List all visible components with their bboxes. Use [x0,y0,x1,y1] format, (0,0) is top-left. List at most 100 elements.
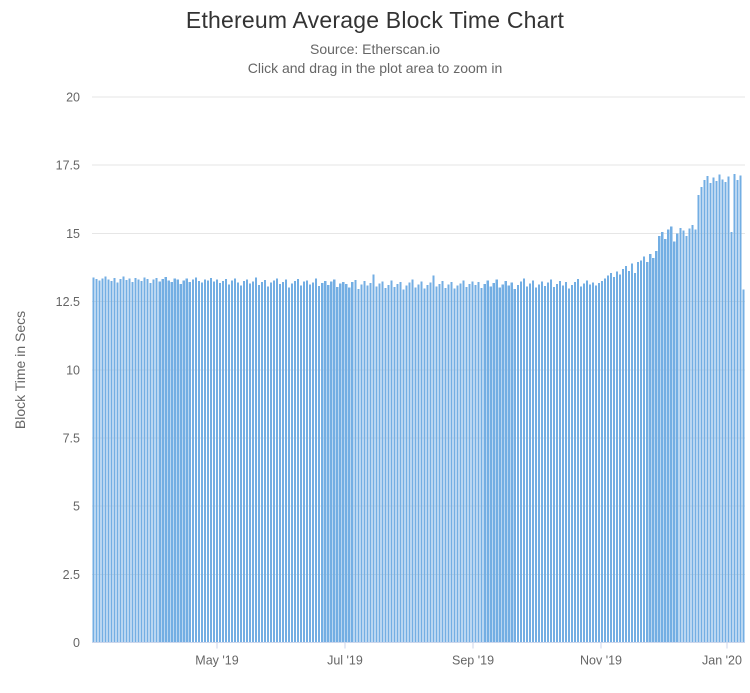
bar [330,281,333,643]
bar [321,283,324,643]
bar [263,280,267,643]
bar [582,283,586,643]
bar [146,278,149,643]
bar [239,285,242,643]
bar [227,284,230,643]
x-tick-label: Jul '19 [327,654,363,668]
bar [576,278,580,643]
bar [588,284,592,643]
bar [456,285,459,643]
bar [613,277,616,643]
bar [176,279,179,643]
bar [206,280,209,643]
bar [158,281,161,643]
bar [345,283,348,643]
bar [182,280,185,643]
bar [113,278,116,643]
bar [92,277,95,643]
y-tick-label: 17.5 [56,159,80,173]
bar [399,281,402,643]
bar [300,285,303,643]
bar [203,279,206,643]
bar [288,287,291,643]
bar [640,260,643,643]
bar [712,177,715,643]
y-tick-label: 0 [73,636,80,650]
bar [607,275,610,643]
bar [655,251,658,643]
bar [688,228,691,643]
bar [447,284,450,643]
bar [567,288,571,643]
bar [405,285,408,643]
bar [664,238,667,643]
bar [336,286,339,643]
bar [637,262,640,643]
bar [522,278,525,643]
y-tick-label: 7.5 [63,431,80,445]
bar [378,283,381,643]
bar [525,286,528,643]
bar [604,278,607,643]
x-tick-label: May '19 [195,654,238,668]
bar [706,176,709,643]
bar [519,281,522,643]
bar [324,280,327,643]
bar [507,285,510,643]
bar [297,279,300,643]
y-tick-label: 10 [66,363,80,377]
bar [709,182,712,643]
bar [441,280,444,643]
x-tick-label: Jan '20 [702,654,742,668]
bar [513,289,516,643]
bar [561,285,564,643]
bar [119,278,122,643]
bar [303,281,306,643]
bar [384,288,387,643]
bar [429,282,432,643]
bar [318,286,321,643]
bar [498,287,501,643]
bar [254,277,258,643]
bar [477,281,480,643]
bar [625,266,628,643]
bars-group[interactable] [92,173,745,643]
bar [266,286,270,643]
plot-area-drag-zoom-target[interactable] [92,97,745,643]
bar [414,287,417,643]
bar [703,180,706,643]
bar [143,277,146,643]
bar [170,282,173,643]
bar [188,281,191,643]
bar [327,284,330,643]
bar [128,278,131,643]
bar [658,236,661,643]
y-axis-title: Block Time in Secs [12,311,28,429]
bar [564,282,567,643]
bar [155,278,158,643]
bar [248,283,252,643]
bar [531,280,534,643]
bar [546,282,549,643]
y-tick-label: 12.5 [56,295,80,309]
bar [390,280,393,643]
bar [558,280,561,643]
bar [700,187,703,643]
bar [107,279,110,643]
bar [294,281,297,643]
bar [200,282,203,643]
bar [215,279,218,643]
bar [363,281,366,643]
bar [631,263,634,643]
bar [339,283,342,643]
bar [697,195,700,643]
bar [245,279,249,643]
bar [131,281,134,643]
bar [649,253,652,643]
bar [483,283,486,643]
bar [528,283,531,643]
bar [474,285,477,643]
bar [408,282,411,643]
bar [616,271,619,643]
bar [679,227,682,643]
